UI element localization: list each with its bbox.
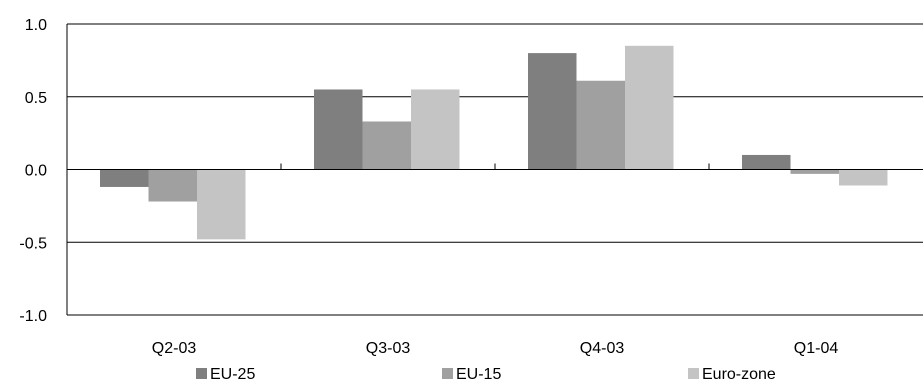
legend-label: EU-15 xyxy=(456,366,501,381)
x-tick-labels: Q2-03 Q3-03 Q4-03 Q1-04 xyxy=(152,340,839,357)
x-tick-label: Q4-03 xyxy=(580,340,625,357)
y-tick-label: 0.0 xyxy=(25,163,47,180)
bar-eu-15-q4-03 xyxy=(576,80,625,170)
legend-swatch xyxy=(196,368,207,379)
x-tick-label: Q1-04 xyxy=(794,340,839,357)
bar-eu-25-q2-03 xyxy=(100,169,149,187)
bar-euro-zone-q3-03 xyxy=(411,89,460,170)
y-tick-label: 0.5 xyxy=(25,90,47,107)
y-tick-labels: 1.0 0.5 0.0 -0.5 -1.0 xyxy=(19,17,47,325)
gridlines xyxy=(67,23,923,316)
x-tick-label: Q3-03 xyxy=(366,340,411,357)
y-tick-label: 1.0 xyxy=(25,17,47,34)
x-tick-label: Q2-03 xyxy=(152,340,197,357)
legend-label: Euro-zone xyxy=(702,366,776,381)
x-tick-marks xyxy=(280,163,710,170)
legend-swatch xyxy=(442,368,453,379)
bar-euro-zone-q2-03 xyxy=(197,169,246,240)
legend-label: EU-25 xyxy=(210,366,255,381)
legend: EU-25 EU-15 Euro-zone xyxy=(196,366,776,381)
y-tick-label: -1.0 xyxy=(19,308,47,325)
bar-eu-25-q3-03 xyxy=(314,89,363,170)
bars xyxy=(100,45,888,240)
legend-swatch xyxy=(688,368,699,379)
bar-eu-15-q1-04 xyxy=(790,169,839,174)
bar-eu-15-q2-03 xyxy=(148,169,197,202)
y-tick-label: -0.5 xyxy=(19,235,47,252)
bar-eu-25-q1-04 xyxy=(742,154,791,170)
bar-eu-15-q3-03 xyxy=(362,121,411,170)
bar-eu-25-q4-03 xyxy=(528,53,577,170)
bar-euro-zone-q1-04 xyxy=(839,169,888,186)
bar-euro-zone-q4-03 xyxy=(625,45,674,170)
